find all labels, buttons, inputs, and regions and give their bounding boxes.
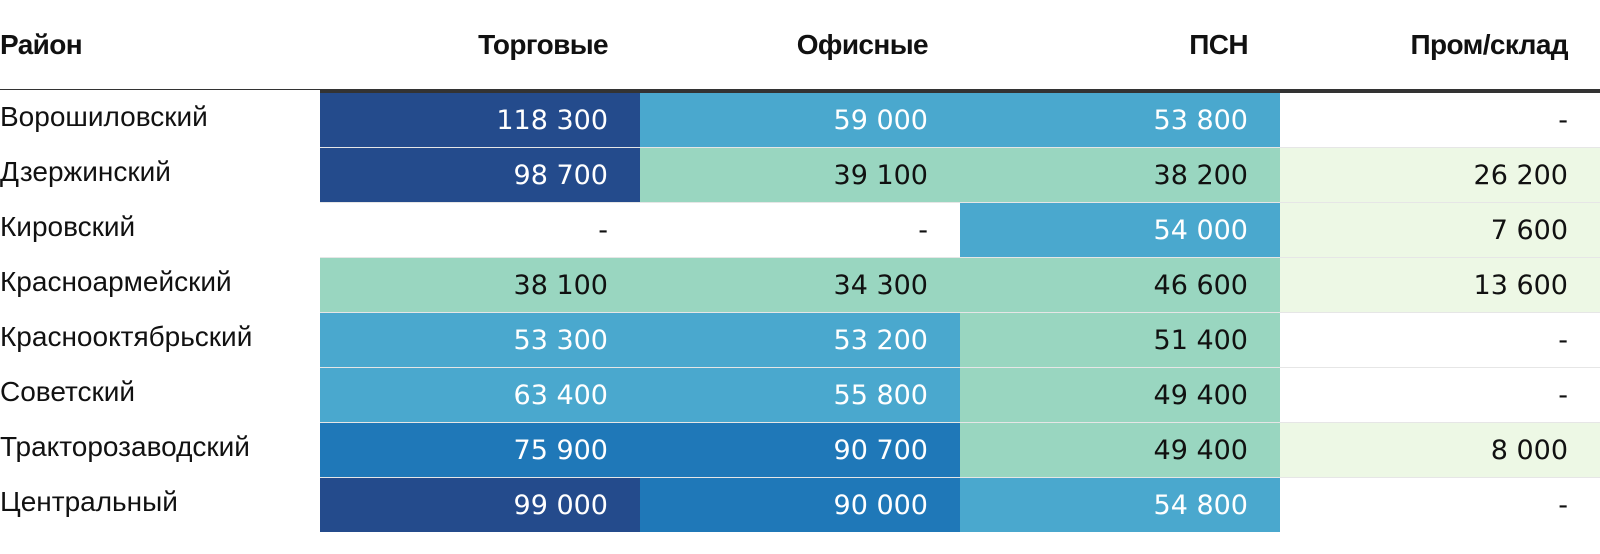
heat-cell: 49 400 xyxy=(960,422,1280,478)
district-name: Советский xyxy=(0,364,320,420)
table-body: Ворошиловский 118 300 59 000 53 800- Дзержин… xyxy=(0,88,1600,532)
heat-cell: - xyxy=(320,202,640,258)
heat-cell: 90 700 xyxy=(640,422,960,478)
heat-cell: 26 200 xyxy=(1280,147,1600,203)
heat-cell: 98 700 xyxy=(320,147,640,203)
table-row: Краснооктябрьский 53 300 53 200 51 400- xyxy=(0,309,1600,368)
table-row: Центральный 99 000 90 000 54 800- xyxy=(0,474,1600,532)
heat-cell: - xyxy=(1280,312,1600,368)
table-row: Тракторозаводский 75 900 90 700 49 400 8 000 xyxy=(0,419,1600,478)
district-name: Дзержинский xyxy=(0,144,320,200)
heat-cell: 55 800 xyxy=(640,367,960,423)
heat-cell: 8 000 xyxy=(1280,422,1600,478)
heat-cell: 46 600 xyxy=(960,257,1280,313)
heat-cell: 53 800 xyxy=(960,91,1280,148)
heat-cell: 13 600 xyxy=(1280,257,1600,313)
table-row: Красноармейский 38 100 34 300 46 600 13 600 xyxy=(0,254,1600,313)
heat-cell: 51 400 xyxy=(960,312,1280,368)
district-name: Красноармейский xyxy=(0,254,320,310)
table-row: Кировский - -54 000 7 600 xyxy=(0,199,1600,258)
heat-cell: 53 300 xyxy=(320,312,640,368)
district-name: Центральный xyxy=(0,474,320,529)
heat-cell: 118 300 xyxy=(320,91,640,148)
column-header: Торговые xyxy=(320,0,640,93)
heat-cell: 7 600 xyxy=(1280,202,1600,258)
column-header: Район xyxy=(0,0,320,93)
heat-cell: 34 300 xyxy=(640,257,960,313)
heat-cell: 53 200 xyxy=(640,312,960,368)
district-name: Краснооктябрьский xyxy=(0,309,320,365)
heat-cell: - xyxy=(640,202,960,258)
heat-cell: 63 400 xyxy=(320,367,640,423)
heat-cell: 99 000 xyxy=(320,477,640,532)
heat-cell: 49 400 xyxy=(960,367,1280,423)
column-header: Пром/склад xyxy=(1280,0,1600,93)
heat-cell: 54 000 xyxy=(960,202,1280,258)
heat-cell: - xyxy=(1280,367,1600,423)
table-header-row: Район Торговые Офисные ПСН Пром/склад xyxy=(0,0,1600,93)
heat-cell: - xyxy=(1280,477,1600,532)
district-name: Ворошиловский xyxy=(0,88,320,145)
heat-cell: 39 100 xyxy=(640,147,960,203)
district-name: Кировский xyxy=(0,199,320,255)
heat-cell: 75 900 xyxy=(320,422,640,478)
heat-cell: 90 000 xyxy=(640,477,960,532)
district-name: Тракторозаводский xyxy=(0,419,320,475)
heat-cell: 54 800 xyxy=(960,477,1280,532)
heat-cell: - xyxy=(1280,91,1600,148)
table-row: Ворошиловский 118 300 59 000 53 800- xyxy=(0,88,1600,148)
heatmap-table: Район Торговые Офисные ПСН Пром/склад Вороши… xyxy=(0,0,1600,532)
table-row: Дзержинский 98 700 39 100 38 200 26 200 xyxy=(0,144,1600,203)
heat-cell: 59 000 xyxy=(640,91,960,148)
heat-cell: 38 100 xyxy=(320,257,640,313)
heat-cell: 38 200 xyxy=(960,147,1280,203)
column-header: Офисные xyxy=(640,0,960,93)
table-row: Советский 63 400 55 800 49 400- xyxy=(0,364,1600,423)
column-header: ПСН xyxy=(960,0,1280,93)
